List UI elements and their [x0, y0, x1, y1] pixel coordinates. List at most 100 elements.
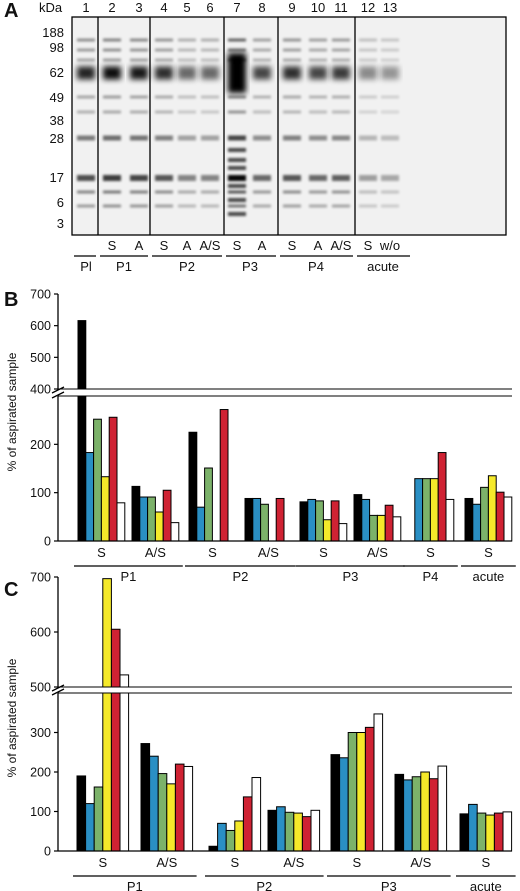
gel-band [155, 135, 173, 141]
bar-6-4 [420, 771, 430, 852]
gel-dividers [97, 17, 356, 235]
gel-band [130, 175, 148, 181]
gel-band [155, 175, 173, 181]
kda-label: kDa [39, 0, 63, 15]
bar-5-2 [339, 757, 349, 852]
gel-band [201, 135, 219, 141]
gel-band [332, 175, 350, 181]
gel-lane-condition: A/S [200, 238, 221, 253]
gel-lane-number: 10 [311, 0, 325, 15]
bar-5-6 [373, 713, 384, 852]
gel-band [77, 58, 95, 62]
gel-group-label: P2 [179, 259, 195, 274]
gel-band [178, 110, 196, 114]
category-label: S [97, 545, 106, 560]
gel-lane-number: 3 [135, 0, 142, 15]
y-tick-label: 400 [30, 383, 51, 397]
gel-band [309, 58, 327, 62]
gel-band [253, 66, 271, 80]
bar-6-2 [361, 498, 371, 542]
category-label: S [481, 855, 490, 870]
category-label: S [484, 545, 493, 560]
gel-group-labels: Pl P1 P2 P3 P4 acute [74, 255, 410, 274]
gel-band [155, 66, 173, 80]
bar-2-1 [131, 485, 141, 542]
gel-band [381, 204, 399, 208]
gel-group-label: P4 [308, 259, 324, 274]
gel-band [178, 95, 196, 99]
gel-band [381, 110, 399, 114]
gel-band [332, 58, 350, 62]
panel-c-label: C [4, 579, 18, 601]
gel-band [309, 110, 327, 114]
gel-band [309, 66, 327, 80]
axis-break-mark [51, 386, 65, 394]
gel-band [178, 58, 196, 62]
bar-7-6 [502, 811, 513, 852]
category-label: S [98, 855, 107, 870]
axis-break-mark [51, 688, 65, 696]
bar-4-1 [244, 497, 254, 542]
gel-marker-label: 188 [42, 25, 64, 40]
gel-band [228, 198, 246, 202]
bar-7-4 [429, 478, 439, 542]
gel-lane-condition: S [288, 238, 297, 253]
gel-band [381, 58, 399, 62]
category-label: A/S [156, 855, 177, 870]
gel-band [77, 204, 95, 208]
gel-band [359, 135, 377, 141]
gel-band [283, 110, 301, 114]
category-label: A/S [145, 545, 166, 560]
bar-1-4 [100, 476, 110, 542]
gel-lane-condition: w/o [379, 238, 400, 253]
category-label: S [352, 855, 361, 870]
bar-6-4 [376, 514, 386, 542]
gel-marker-label: 98 [50, 40, 64, 55]
gel-band [309, 38, 327, 42]
gel-band [178, 190, 196, 194]
bar-5-3 [347, 732, 358, 852]
bar-2-2 [139, 496, 149, 542]
gel-band [359, 95, 377, 99]
gel-band [309, 48, 327, 52]
gel-lane-condition: S [160, 238, 169, 253]
gel-band [130, 66, 148, 80]
bar-4-3 [284, 811, 295, 852]
bar-3-3 [204, 467, 213, 542]
gel-band [332, 95, 350, 99]
bar-1-4 [102, 578, 112, 852]
gel-lane-condition: A [135, 238, 144, 253]
gel-band [309, 135, 327, 141]
group-label: P3 [381, 879, 397, 891]
bar-2-2 [149, 755, 159, 852]
gel-band [201, 175, 219, 181]
bar-3-2 [196, 506, 206, 542]
gel-band [155, 38, 173, 42]
gel-band [253, 204, 271, 208]
gel-band [332, 190, 350, 194]
gel-band [283, 66, 301, 80]
gel-lane-condition: A [314, 238, 323, 253]
bar-1-2 [85, 452, 95, 542]
gel-band [201, 58, 219, 62]
gel-band [309, 190, 327, 194]
gel-band [228, 48, 246, 52]
y-tick-label: 700 [30, 571, 51, 585]
bar-2-3 [147, 496, 156, 542]
gel-band [103, 190, 121, 194]
gel-band [253, 48, 271, 52]
gel-lane-number: 4 [160, 0, 167, 15]
gel-band [253, 38, 271, 42]
bar-5-5 [330, 500, 340, 542]
gel-frame [71, 16, 507, 236]
gel-band [103, 110, 121, 114]
gel-lane-number: 5 [183, 0, 190, 15]
gel-band [201, 95, 219, 99]
bar-3-5 [219, 409, 229, 542]
gel-marker-label: 17 [50, 170, 64, 185]
gel-marker-label: 3 [57, 216, 64, 231]
bar-5-5 [364, 726, 375, 852]
gel-band [130, 58, 148, 62]
gel-lane-number: 6 [206, 0, 213, 15]
